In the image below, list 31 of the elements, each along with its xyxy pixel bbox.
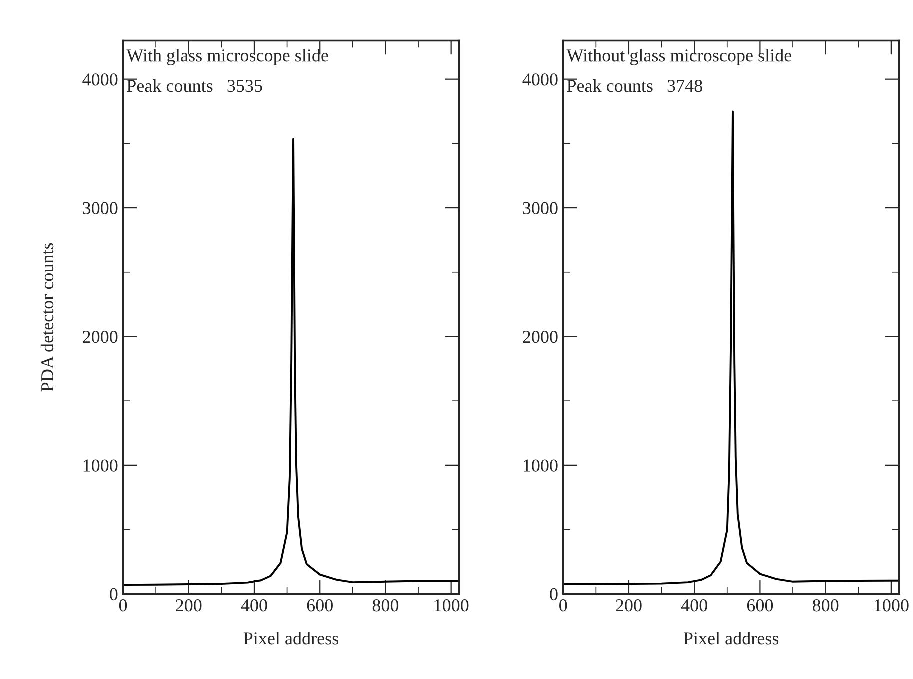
y-tick-label: 4000 (522, 74, 558, 86)
x-tick-label: 400 (241, 600, 268, 612)
x-tick-label: 400 (681, 600, 708, 612)
annotation: Without glass microscope slide (566, 49, 792, 66)
x-tick-label: 800 (372, 600, 399, 612)
annotation: Peak counts 3535 (127, 79, 262, 92)
x-tick-label: 200 (616, 600, 642, 612)
x-axis-title: Pixel address (244, 632, 338, 645)
line-series (563, 110, 900, 586)
y-tick-label: 2000 (523, 330, 558, 344)
y-axis-title: PDA detector counts (40, 243, 54, 392)
y-tick-label: 2000 (83, 330, 118, 344)
x-tick-label: 600 (747, 600, 774, 612)
x-tick-label: 200 (176, 600, 202, 612)
x-tick-label: 800 (812, 600, 839, 612)
x-axis-title: Pixel address (684, 632, 779, 645)
y-tick-label: 0 (550, 588, 558, 601)
line-series (123, 138, 460, 586)
x-tick-label: 600 (307, 600, 333, 612)
x-tick-label: 1000 (434, 600, 469, 612)
y-tick-label: 1000 (524, 460, 558, 472)
x-tick-label: 0 (560, 600, 568, 612)
y-tick-label: 3000 (83, 202, 118, 214)
y-tick-label: 0 (110, 588, 118, 601)
y-tick-label: 4000 (82, 74, 118, 86)
y-tick-label: 1000 (84, 460, 118, 472)
annotation: Peak counts 3748 (567, 79, 702, 92)
x-tick-label: 1000 (874, 600, 909, 612)
x-tick-label: 0 (119, 600, 128, 612)
y-tick-label: 3000 (523, 202, 558, 214)
annotation: With glass microscope slide (126, 49, 328, 66)
